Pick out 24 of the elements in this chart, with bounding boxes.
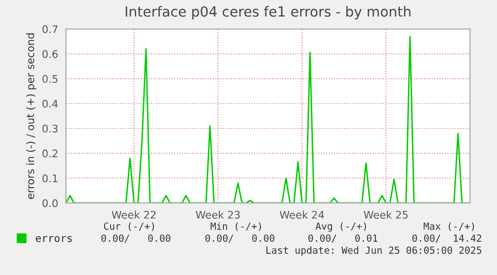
y-tick-label: 0.1 [42,174,58,182]
text: Max (-/+) [424,222,474,231]
y-tick-label: 0.3 [42,124,58,133]
text: Min (-/+) [210,222,261,231]
text: 0.00/ 0.00 [101,234,170,243]
y-tick-label: 0.6 [42,50,58,58]
y-axis-title: errors in (-) / out (+) per second [26,33,36,199]
x-tick-label: Week 25 [364,210,408,219]
chart-title: Interface p04 ceres fe1 errors - by month [126,6,410,20]
text: Last update: Wed Jun 25 06:05:00 2025 [266,246,482,256]
y-tick-label: 0.5 [42,74,58,83]
y-tick-label: 0.2 [42,150,58,158]
y-tick-label: 0.0 [42,199,58,208]
text: Avg (-/+) [316,222,366,232]
y-tick-label: 0.4 [42,100,58,108]
y-tick-label: 0.7 [42,25,58,34]
x-tick-label: Week 22 [112,210,156,219]
text: 0.00/ 0.01 [308,234,378,243]
text: 0.00/ 14.42 [412,234,482,243]
x-tick-label: Week 24 [280,210,324,219]
text: 0.00/ 0.00 [205,234,274,243]
x-tick-label: Week 23 [196,210,240,219]
text: Cur (-/+) [104,222,154,231]
legend-label: errors [36,236,72,242]
